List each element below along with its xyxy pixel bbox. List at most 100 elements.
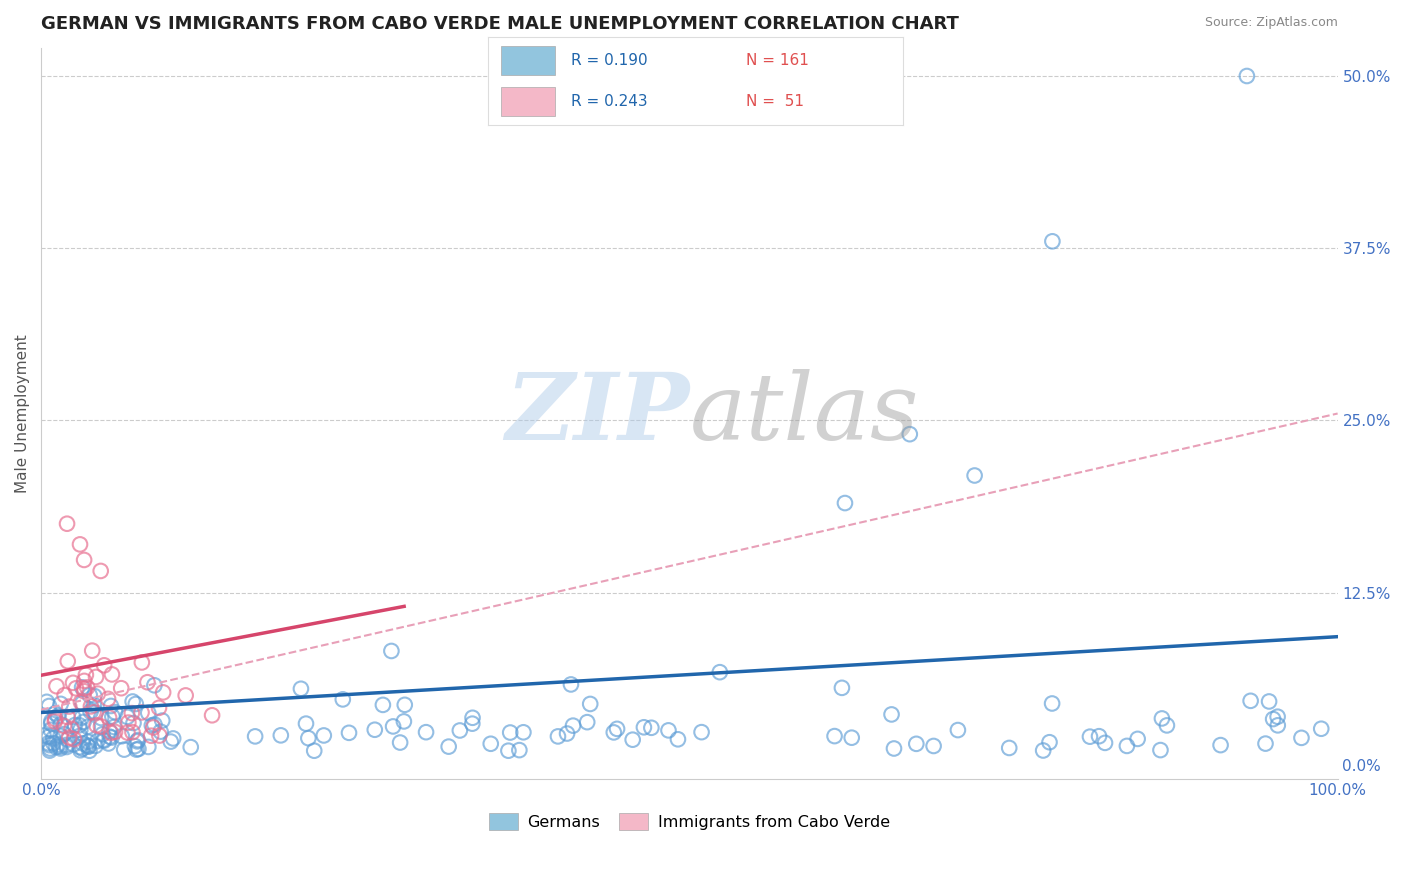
Point bbox=[60, 722, 83, 736]
Point bbox=[121, 706, 143, 720]
Point bbox=[44, 706, 66, 721]
Point bbox=[201, 708, 224, 723]
Point bbox=[127, 734, 149, 748]
Point bbox=[1040, 697, 1063, 711]
Point bbox=[80, 699, 103, 714]
Point bbox=[62, 709, 84, 723]
Point bbox=[415, 725, 437, 739]
Point bbox=[332, 692, 354, 706]
Point bbox=[690, 725, 713, 739]
Point bbox=[41, 714, 63, 729]
Point bbox=[38, 698, 60, 713]
Point bbox=[499, 725, 522, 739]
Point bbox=[125, 697, 148, 711]
Point bbox=[101, 667, 124, 681]
Point bbox=[38, 738, 60, 752]
Point bbox=[56, 732, 79, 747]
Text: Source: ZipAtlas.com: Source: ZipAtlas.com bbox=[1205, 16, 1337, 29]
Point bbox=[174, 689, 197, 703]
Point bbox=[139, 729, 162, 743]
Point bbox=[149, 724, 172, 739]
Point bbox=[46, 738, 69, 752]
Point bbox=[39, 716, 62, 731]
Point bbox=[73, 673, 96, 688]
Point bbox=[883, 741, 905, 756]
Point bbox=[479, 737, 502, 751]
Point bbox=[122, 716, 145, 731]
Point bbox=[136, 706, 159, 720]
Point bbox=[1267, 709, 1289, 723]
Point bbox=[1267, 718, 1289, 732]
Point bbox=[98, 711, 121, 725]
Point bbox=[97, 691, 120, 706]
Point bbox=[1150, 711, 1173, 725]
Point bbox=[32, 729, 55, 743]
Point bbox=[834, 496, 856, 510]
Point bbox=[1263, 712, 1285, 726]
Point bbox=[1254, 737, 1277, 751]
Point bbox=[72, 741, 94, 756]
Point bbox=[83, 698, 105, 712]
Point bbox=[83, 689, 105, 703]
Point bbox=[148, 701, 170, 715]
Point bbox=[100, 698, 122, 713]
Text: ZIP: ZIP bbox=[505, 368, 689, 458]
Point bbox=[70, 681, 93, 695]
Point bbox=[142, 721, 165, 735]
Point bbox=[461, 711, 484, 725]
Point bbox=[98, 730, 121, 744]
Point bbox=[1291, 731, 1313, 745]
Point bbox=[72, 736, 94, 750]
Point bbox=[392, 714, 415, 729]
Point bbox=[1310, 722, 1333, 736]
Point bbox=[297, 731, 319, 746]
Point bbox=[555, 726, 578, 740]
Point bbox=[42, 736, 65, 750]
Point bbox=[1038, 735, 1060, 749]
Point bbox=[1094, 736, 1116, 750]
Point bbox=[65, 681, 87, 696]
Point bbox=[104, 705, 127, 719]
Point bbox=[42, 731, 65, 746]
Point bbox=[621, 732, 644, 747]
Point bbox=[666, 732, 689, 747]
Point bbox=[905, 737, 928, 751]
Point bbox=[1032, 743, 1054, 757]
Point bbox=[560, 677, 582, 691]
Point bbox=[90, 719, 112, 733]
Point bbox=[382, 719, 405, 733]
Point bbox=[124, 739, 146, 753]
Point bbox=[437, 739, 460, 754]
Point bbox=[461, 716, 484, 731]
Point bbox=[104, 725, 127, 739]
Point bbox=[90, 564, 112, 578]
Point bbox=[70, 695, 93, 709]
Point bbox=[53, 688, 76, 702]
Point bbox=[159, 734, 181, 748]
Point bbox=[1258, 694, 1281, 708]
Point bbox=[371, 698, 394, 712]
Point bbox=[141, 718, 163, 732]
Point bbox=[84, 670, 107, 684]
Point bbox=[657, 723, 679, 738]
Point bbox=[162, 731, 184, 746]
Point bbox=[498, 744, 520, 758]
Point bbox=[364, 723, 387, 737]
Point bbox=[841, 731, 863, 745]
Point bbox=[547, 730, 569, 744]
Point bbox=[127, 733, 149, 747]
Point bbox=[998, 741, 1021, 756]
Point bbox=[58, 699, 80, 714]
Point bbox=[82, 643, 104, 657]
Point bbox=[270, 728, 292, 742]
Point bbox=[49, 729, 72, 743]
Point bbox=[449, 723, 471, 738]
Point bbox=[87, 687, 110, 701]
Point bbox=[312, 728, 335, 742]
Point bbox=[69, 723, 91, 737]
Text: GERMAN VS IMMIGRANTS FROM CABO VERDE MALE UNEMPLOYMENT CORRELATION CHART: GERMAN VS IMMIGRANTS FROM CABO VERDE MAL… bbox=[41, 15, 959, 33]
Point bbox=[117, 715, 139, 730]
Point bbox=[63, 732, 86, 747]
Point bbox=[138, 739, 160, 754]
Point bbox=[38, 730, 60, 744]
